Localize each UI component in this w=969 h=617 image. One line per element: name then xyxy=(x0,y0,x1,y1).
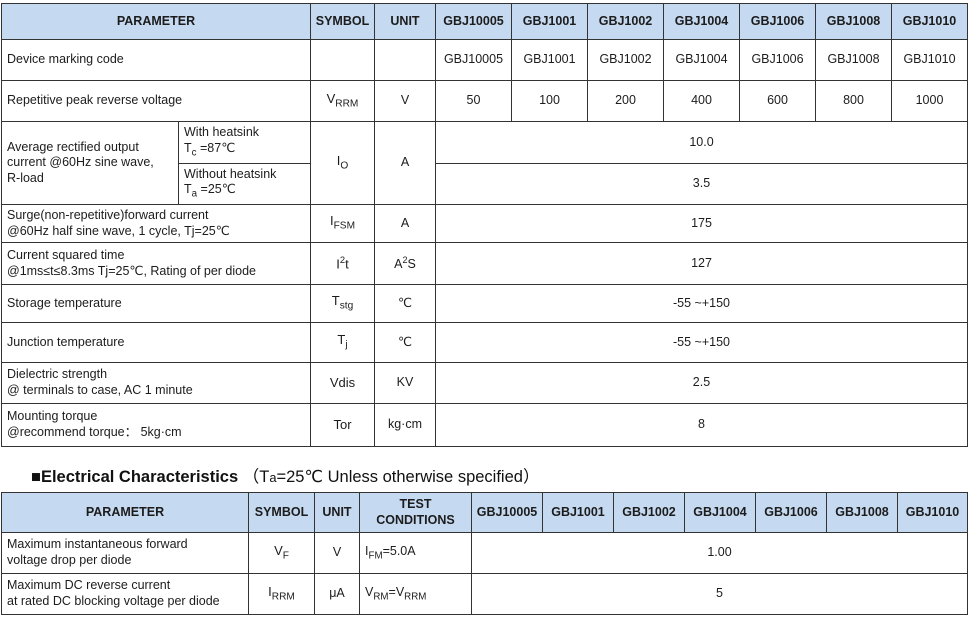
symbol-cell: Tstg xyxy=(310,284,375,323)
value-cell: 600 xyxy=(739,80,816,122)
value-cell: 10.0 xyxy=(435,121,968,164)
value-cell: -55 ~+150 xyxy=(435,322,968,363)
value-cell: 8 xyxy=(435,403,968,447)
t1-row-ifsm: Surge(non-repetitive)forward current @60… xyxy=(1,204,968,243)
symbol-cell: IRRM xyxy=(248,573,315,615)
value-cell: GBJ1002 xyxy=(587,39,664,81)
value-cell: 50 xyxy=(435,80,512,122)
t1-header-row: PARAMETER SYMBOL UNIT GBJ10005 GBJ1001 G… xyxy=(1,3,968,40)
t2-header-model: GBJ1006 xyxy=(755,492,827,533)
t2-header-model: GBJ10005 xyxy=(471,492,543,533)
value-cell: -55 ~+150 xyxy=(435,284,968,323)
value-cell: 800 xyxy=(815,80,892,122)
t1-row-i2t: Current squared time @1ms≤t≤8.3ms Tj=25℃… xyxy=(1,242,968,285)
value-cell: GBJ1008 xyxy=(815,39,892,81)
value-cell: GBJ1006 xyxy=(739,39,816,81)
t1-row-tor: Mounting torque @recommend torque： 5kg·c… xyxy=(1,403,968,447)
t1-row-tj: Junction temperature Tj ℃ -55 ~+150 xyxy=(1,322,968,363)
parameter-cell: Junction temperature xyxy=(1,322,311,363)
parameter-cell: Average rectified output current @60Hz s… xyxy=(1,121,179,205)
t1-header-unit: UNIT xyxy=(374,3,436,40)
value-cell: 100 xyxy=(511,80,588,122)
value-cell: GBJ1010 xyxy=(891,39,968,81)
electrical-characteristics-table: PARAMETER SYMBOL UNIT TEST CONDITIONS GB… xyxy=(1,492,968,615)
t2-header-row: PARAMETER SYMBOL UNIT TEST CONDITIONS GB… xyxy=(1,492,968,533)
t1-header-model: GBJ1001 xyxy=(511,3,588,40)
symbol-cell: Vdis xyxy=(310,362,375,404)
symbol-cell: Tor xyxy=(310,403,375,447)
parameter-cell: Repetitive peak reverse voltage xyxy=(1,80,311,122)
unit-cell: A xyxy=(374,204,436,243)
symbol-cell xyxy=(310,39,375,81)
value-cell: 1.00 xyxy=(471,532,968,574)
maximum-ratings-table: PARAMETER SYMBOL UNIT GBJ10005 GBJ1001 G… xyxy=(1,3,968,447)
parameter-cell: Surge(non-repetitive)forward current @60… xyxy=(1,204,311,243)
t1-header-model: GBJ1004 xyxy=(663,3,740,40)
test-conditions-cell: IFM=5.0A xyxy=(359,532,472,574)
value-cell: GBJ1001 xyxy=(511,39,588,81)
t1-row-marking: Device marking code GBJ10005 GBJ1001 GBJ… xyxy=(1,39,968,81)
parameter-cell: Current squared time @1ms≤t≤8.3ms Tj=25℃… xyxy=(1,242,311,285)
symbol-cell: VF xyxy=(248,532,315,574)
t1-header-model: GBJ1006 xyxy=(739,3,816,40)
condition-cell: With heatsink Tc =87℃ xyxy=(178,121,311,164)
unit-cell: kg·cm xyxy=(374,403,436,447)
t2-row-irrm: Maximum DC reverse current at rated DC b… xyxy=(1,573,968,615)
value-cell: 3.5 xyxy=(435,163,968,205)
parameter-cell: Device marking code xyxy=(1,39,311,81)
t2-row-vf: Maximum instantaneous forward voltage dr… xyxy=(1,532,968,574)
t2-header-parameter: PARAMETER xyxy=(1,492,249,533)
parameter-cell: Maximum DC reverse current at rated DC b… xyxy=(1,573,249,615)
t1-header-model: GBJ1008 xyxy=(815,3,892,40)
t1-row-tstg: Storage temperature Tstg ℃ -55 ~+150 xyxy=(1,284,968,323)
value-cell: GBJ10005 xyxy=(435,39,512,81)
unit-cell: V xyxy=(374,80,436,122)
t1-header-parameter: PARAMETER xyxy=(1,3,311,40)
value-cell: 2.5 xyxy=(435,362,968,404)
unit-cell: A2S xyxy=(374,242,436,285)
value-cell: 5 xyxy=(471,573,968,615)
t2-header-model: GBJ1001 xyxy=(542,492,614,533)
symbol-cell: IO xyxy=(310,121,375,205)
parameter-cell: Dielectric strength @ terminals to case,… xyxy=(1,362,311,404)
symbol-cell: IFSM xyxy=(310,204,375,243)
unit-cell xyxy=(374,39,436,81)
t1-row-io-without-heatsink: Without heatsink Ta =25℃ 3.5 xyxy=(2,163,968,205)
unit-cell: μA xyxy=(314,573,360,615)
symbol-cell: I2t xyxy=(310,242,375,285)
condition-cell: Without heatsink Ta =25℃ xyxy=(178,163,311,205)
unit-cell: V xyxy=(314,532,360,574)
t1-row-vdis: Dielectric strength @ terminals to case,… xyxy=(1,362,968,404)
value-cell: 127 xyxy=(435,242,968,285)
t2-header-unit: UNIT xyxy=(314,492,360,533)
unit-cell: ℃ xyxy=(374,322,436,363)
t1-row-vrrm: Repetitive peak reverse voltage VRRM V 5… xyxy=(1,80,968,122)
parameter-cell: Maximum instantaneous forward voltage dr… xyxy=(1,532,249,574)
t1-header-model: GBJ1002 xyxy=(587,3,664,40)
unit-cell: KV xyxy=(374,362,436,404)
electrical-characteristics-title: ■Electrical Characteristics （Ta=25℃ Unle… xyxy=(31,468,540,486)
t1-row-io-with-heatsink: Average rectified output current @60Hz s… xyxy=(1,121,968,205)
unit-cell: A xyxy=(374,121,436,205)
t2-header-model: GBJ1010 xyxy=(897,492,968,533)
value-cell: GBJ1004 xyxy=(663,39,740,81)
parameter-cell: Mounting torque @recommend torque： 5kg·c… xyxy=(1,403,311,447)
value-cell: 175 xyxy=(435,204,968,243)
value-cell: 1000 xyxy=(891,80,968,122)
t2-header-model: GBJ1004 xyxy=(684,492,756,533)
symbol-cell: Tj xyxy=(310,322,375,363)
value-cell: 400 xyxy=(663,80,740,122)
value-cell: 200 xyxy=(587,80,664,122)
unit-cell: ℃ xyxy=(374,284,436,323)
symbol-cell: VRRM xyxy=(310,80,375,122)
test-conditions-cell: VRM=VRRM xyxy=(359,573,472,615)
t1-header-symbol: SYMBOL xyxy=(310,3,375,40)
t2-header-test-conditions: TEST CONDITIONS xyxy=(359,492,472,533)
t2-header-model: GBJ1008 xyxy=(826,492,898,533)
t2-header-symbol: SYMBOL xyxy=(248,492,315,533)
t2-header-model: GBJ1002 xyxy=(613,492,685,533)
parameter-cell: Storage temperature xyxy=(1,284,311,323)
t1-header-model: GBJ10005 xyxy=(435,3,512,40)
t1-header-model: GBJ1010 xyxy=(891,3,968,40)
